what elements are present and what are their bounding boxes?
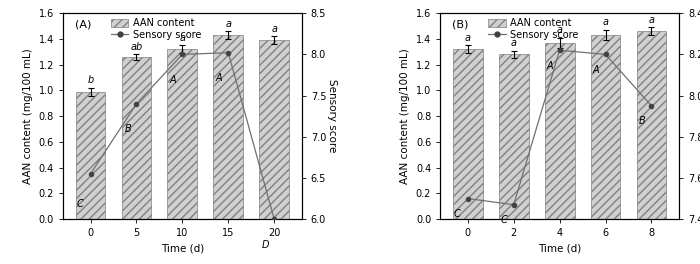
Text: a: a xyxy=(271,24,277,34)
Text: A: A xyxy=(547,60,554,70)
Y-axis label: Sensory score: Sensory score xyxy=(328,79,337,153)
Text: (B): (B) xyxy=(452,19,468,29)
Bar xyxy=(636,31,666,219)
X-axis label: Time (d): Time (d) xyxy=(538,244,581,254)
Legend: AAN content, Sensory score: AAN content, Sensory score xyxy=(488,18,579,40)
Text: A: A xyxy=(169,75,176,85)
Text: A: A xyxy=(593,65,599,75)
Bar xyxy=(499,54,528,219)
Text: b: b xyxy=(88,75,94,85)
Text: a: a xyxy=(556,25,563,35)
Bar xyxy=(76,92,106,219)
Bar xyxy=(545,43,575,219)
Bar xyxy=(214,35,243,219)
Bar xyxy=(122,57,151,219)
X-axis label: Time (d): Time (d) xyxy=(161,244,204,254)
Text: A: A xyxy=(216,73,222,83)
Text: C: C xyxy=(454,209,461,219)
Bar xyxy=(591,35,620,219)
Text: B: B xyxy=(638,116,645,126)
Text: B: B xyxy=(125,124,132,134)
Text: C: C xyxy=(500,215,508,225)
Text: a: a xyxy=(225,19,231,29)
Text: (A): (A) xyxy=(75,19,91,29)
Text: ab: ab xyxy=(130,42,143,52)
Text: a: a xyxy=(648,15,654,25)
Text: C: C xyxy=(77,199,83,209)
Bar xyxy=(453,49,483,219)
Text: a: a xyxy=(511,38,517,48)
Text: D: D xyxy=(261,240,269,250)
Text: a: a xyxy=(179,33,186,43)
Y-axis label: AAN content (mg/100 mL): AAN content (mg/100 mL) xyxy=(23,48,33,184)
Text: a: a xyxy=(465,33,471,43)
Bar xyxy=(259,40,289,219)
Legend: AAN content, Sensory score: AAN content, Sensory score xyxy=(111,18,202,40)
Bar xyxy=(167,49,197,219)
Text: a: a xyxy=(603,17,608,27)
Y-axis label: AAN content (mg/100 mL): AAN content (mg/100 mL) xyxy=(400,48,410,184)
